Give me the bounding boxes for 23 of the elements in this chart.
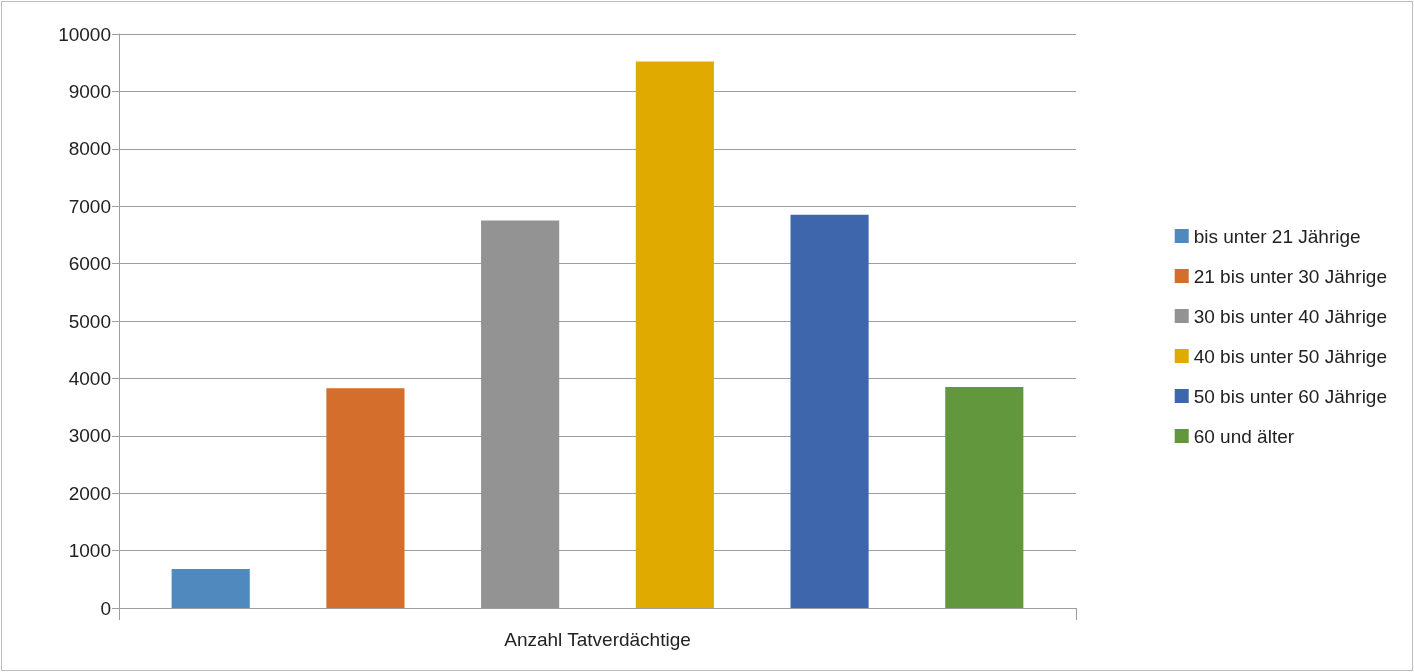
bar (790, 214, 869, 608)
legend-label: bis unter 21 Jährige (1193, 225, 1361, 247)
bar (326, 388, 405, 608)
legend-label: 40 bis unter 50 Jährige (1193, 345, 1387, 367)
legend-label: 21 bis unter 30 Jährige (1193, 265, 1387, 287)
y-tick-label: 4000 (68, 367, 111, 389)
y-tick-label: 1000 (68, 540, 111, 562)
y-tick-label: 8000 (68, 138, 111, 160)
x-tick-label: Anzahl Tatverdächtige (504, 629, 691, 650)
y-tick-label: 9000 (68, 80, 111, 102)
bar (945, 387, 1024, 608)
legend-label: 60 und älter (1193, 425, 1295, 447)
y-tick-label: 10000 (58, 23, 111, 45)
y-tick-label: 3000 (68, 425, 111, 447)
legend-label: 50 bis unter 60 Jährige (1193, 385, 1387, 407)
y-tick-label: 5000 (68, 310, 111, 332)
y-tick-label: 6000 (68, 253, 111, 275)
y-tick-label: 0 (100, 597, 111, 619)
bar (171, 568, 250, 608)
bar (635, 61, 714, 608)
legend-label: 30 bis unter 40 Jährige (1193, 305, 1387, 327)
y-tick-label: 7000 (68, 195, 111, 217)
y-tick-label: 2000 (68, 482, 111, 504)
